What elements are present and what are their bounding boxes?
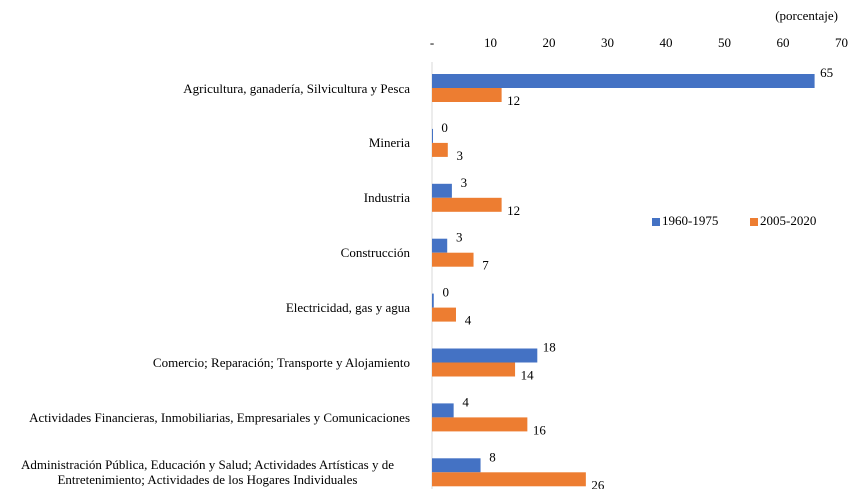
value-label: 12 <box>507 203 520 218</box>
category-label-row: Actividades Financieras, Inmobiliarias, … <box>5 387 410 447</box>
x-tick-label: 60 <box>777 35 790 50</box>
category-label: Comercio; Reparación; Transporte y Aloja… <box>152 355 410 370</box>
unit-label: (porcentaje) <box>775 8 838 23</box>
legend-swatch <box>750 218 758 226</box>
bar <box>432 458 481 473</box>
x-tick-label: - <box>430 35 434 50</box>
category-label: Administración Pública, Educación y Salu… <box>21 457 394 488</box>
category-label-row: Industria <box>5 168 410 228</box>
x-tick-label: 10 <box>484 35 497 50</box>
value-label: 3 <box>461 175 468 190</box>
category-label: Agricultura, ganadería, Silvicultura y P… <box>183 80 410 96</box>
bar <box>432 197 502 212</box>
legend-label: 2005-2020 <box>760 213 816 228</box>
bar <box>432 472 586 487</box>
category-label-box: Comercio; Reparación; Transporte y Aloja… <box>5 333 410 393</box>
bar <box>432 183 452 198</box>
category-label-box: Mineria <box>5 113 410 173</box>
category-label-row: Construcción <box>5 223 410 283</box>
category-label-row: Administración Pública, Educación y Salu… <box>5 442 410 489</box>
value-label: 4 <box>462 394 469 409</box>
value-label: 0 <box>443 285 450 300</box>
x-tick-label: 20 <box>543 35 556 50</box>
bar <box>432 362 516 377</box>
bar <box>432 252 474 267</box>
x-tick-label: 70 <box>835 35 848 50</box>
category-label-row: Agricultura, ganadería, Silvicultura y P… <box>5 58 410 118</box>
category-label: Actividades Financieras, Inmobiliarias, … <box>29 409 410 425</box>
category-label-row: Comercio; Reparación; Transporte y Aloja… <box>5 333 410 393</box>
value-label: 3 <box>457 148 464 163</box>
bar <box>432 74 815 88</box>
value-label: 65 <box>820 65 833 80</box>
x-tick-label: 40 <box>660 35 673 50</box>
category-label-box: Actividades Financieras, Inmobiliarias, … <box>5 387 410 447</box>
bar <box>432 403 454 418</box>
legend-label: 1960-1975 <box>662 213 718 228</box>
value-label: 12 <box>507 93 520 108</box>
value-label: 16 <box>533 422 547 437</box>
bar <box>432 348 538 363</box>
category-label: Construcción <box>340 245 410 261</box>
bar <box>432 417 528 432</box>
x-tick-label: 50 <box>718 35 731 50</box>
value-label: 3 <box>456 230 463 245</box>
value-label: 4 <box>465 313 472 328</box>
bar <box>432 88 502 102</box>
category-label-row: Mineria <box>5 113 410 173</box>
legend-swatch <box>652 218 660 226</box>
x-tick-label: 30 <box>601 35 614 50</box>
bar <box>432 293 434 308</box>
bar <box>432 238 448 253</box>
value-label: 14 <box>521 367 535 382</box>
category-label-box: Agricultura, ganadería, Silvicultura y P… <box>5 58 410 118</box>
category-label-box: Industria <box>5 168 410 228</box>
bar <box>432 307 456 322</box>
category-label: Electricidad, gas y agua <box>285 300 410 316</box>
category-label-box: Administración Pública, Educación y Salu… <box>5 442 410 489</box>
value-label: 0 <box>441 120 448 135</box>
bar <box>432 128 433 143</box>
bar <box>432 142 448 157</box>
category-label-box: Construcción <box>5 223 410 283</box>
value-label: 8 <box>489 449 496 464</box>
value-label: 26 <box>591 477 605 489</box>
category-label: Industria <box>363 190 410 206</box>
category-label: Mineria <box>368 135 410 151</box>
category-label-row: Electricidad, gas y agua <box>5 278 410 338</box>
value-label: 18 <box>543 339 556 354</box>
category-label-box: Electricidad, gas y agua <box>5 278 410 338</box>
value-label: 7 <box>482 258 489 273</box>
